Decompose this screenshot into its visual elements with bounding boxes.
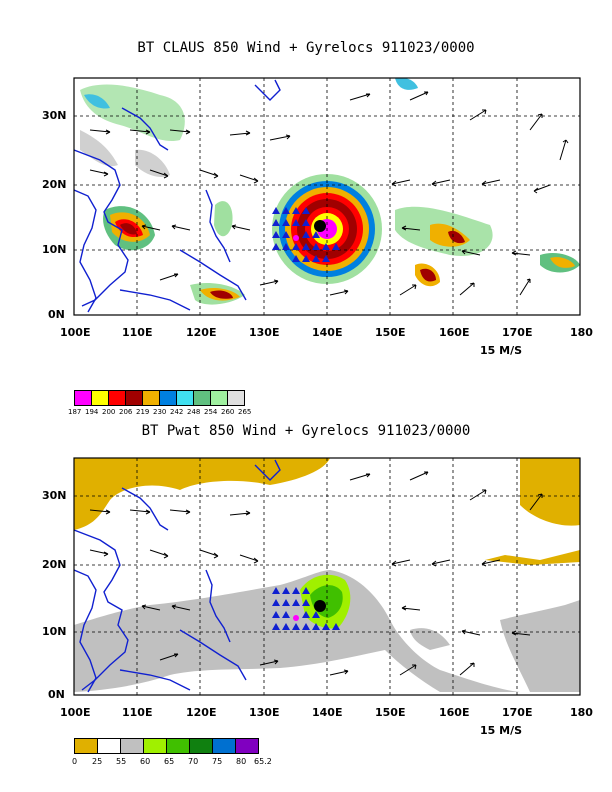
panel1-title: BT CLAUS 850 Wind + Gyrelocs 911023/0000 bbox=[137, 40, 475, 56]
storm-secondary-marker bbox=[293, 235, 299, 241]
colorbar-label: 187 bbox=[68, 408, 82, 416]
lon-label: 150E bbox=[375, 326, 406, 339]
colorbar-label: 265 bbox=[238, 408, 252, 416]
colorbar-label: 194 bbox=[85, 408, 99, 416]
colorbar-label: 65 bbox=[164, 757, 175, 766]
scale-label: 15 M/S bbox=[480, 724, 523, 737]
lat-label: 0N bbox=[48, 688, 65, 701]
lon-label: 160E bbox=[439, 706, 470, 719]
panel2-frame bbox=[73, 457, 581, 696]
colorbar-swatch bbox=[166, 738, 190, 754]
storm-center-marker bbox=[314, 600, 326, 612]
colorbar-label: 219 bbox=[136, 408, 150, 416]
colorbar-swatch bbox=[193, 390, 211, 406]
lon-label: 170E bbox=[502, 326, 533, 339]
colorbar-label: 65.2 bbox=[254, 757, 272, 766]
colorbar-swatch bbox=[74, 738, 98, 754]
lat-label: 10N bbox=[42, 625, 67, 638]
wind-vectors bbox=[89, 471, 543, 676]
lon-label: 120E bbox=[186, 326, 217, 339]
panel1-map bbox=[73, 77, 581, 316]
lon-label: 140E bbox=[312, 326, 343, 339]
lon-label: 110E bbox=[122, 706, 153, 719]
colorbar-swatch bbox=[142, 390, 160, 406]
colorbar-swatch bbox=[120, 738, 144, 754]
coastlines bbox=[73, 459, 281, 693]
cloud-field bbox=[80, 77, 580, 305]
colorbar-label: 55 bbox=[116, 757, 127, 766]
coastlines bbox=[73, 79, 281, 313]
lon-label: 120E bbox=[186, 706, 217, 719]
lat-label: 0N bbox=[48, 308, 65, 321]
colorbar-swatch bbox=[176, 390, 194, 406]
lon-label: 160E bbox=[439, 326, 470, 339]
colorbar-label: 25 bbox=[92, 757, 103, 766]
storm-center-marker bbox=[314, 220, 326, 232]
colorbar-swatch bbox=[210, 390, 228, 406]
colorbar-label: 230 bbox=[153, 408, 167, 416]
lon-label: 100E bbox=[60, 706, 91, 719]
colorbar-label: 260 bbox=[221, 408, 235, 416]
grid-lines bbox=[74, 458, 580, 695]
colorbar-label: 254 bbox=[204, 408, 218, 416]
colorbar-label: 70 bbox=[188, 757, 199, 766]
lat-label: 10N bbox=[42, 243, 67, 256]
lat-label: 30N bbox=[42, 489, 67, 502]
colorbar-label: 206 bbox=[119, 408, 133, 416]
colorbar-swatch bbox=[227, 390, 245, 406]
lon-label: 180 bbox=[570, 706, 593, 719]
lon-label: 170E bbox=[502, 706, 533, 719]
colorbar-label: 200 bbox=[102, 408, 116, 416]
lon-label: 100E bbox=[60, 326, 91, 339]
colorbar-label: 242 bbox=[170, 408, 184, 416]
colorbar-label: 0 bbox=[72, 757, 78, 766]
colorbar-label: 75 bbox=[212, 757, 223, 766]
panel2-title: BT Pwat 850 Wind + Gyrelocs 911023/0000 bbox=[141, 423, 471, 439]
colorbar-swatch bbox=[125, 390, 143, 406]
colorbar-swatch bbox=[189, 738, 213, 754]
panel2-colorbar bbox=[74, 738, 259, 754]
colorbar-swatch bbox=[74, 390, 92, 406]
lon-label: 110E bbox=[122, 326, 153, 339]
lon-label: 150E bbox=[375, 706, 406, 719]
lon-label: 180 bbox=[570, 326, 593, 339]
lon-label: 140E bbox=[312, 706, 343, 719]
colorbar-swatch bbox=[108, 390, 126, 406]
panel1-frame bbox=[73, 77, 581, 316]
storm-secondary-marker bbox=[293, 615, 299, 621]
panel2-map bbox=[73, 457, 581, 696]
colorbar-swatch bbox=[159, 390, 177, 406]
colorbar-label: 60 bbox=[140, 757, 151, 766]
lat-label: 20N bbox=[42, 178, 67, 191]
colorbar-swatch bbox=[97, 738, 121, 754]
lon-label: 130E bbox=[249, 706, 280, 719]
panel1-colorbar bbox=[74, 390, 245, 406]
lat-label: 30N bbox=[42, 109, 67, 122]
wind-vectors bbox=[89, 91, 569, 296]
colorbar-swatch bbox=[91, 390, 109, 406]
lon-label: 130E bbox=[249, 326, 280, 339]
gyre-markers bbox=[272, 207, 340, 262]
scale-label: 15 M/S bbox=[480, 344, 523, 357]
colorbar-swatch bbox=[143, 738, 167, 754]
colorbar-label: 248 bbox=[187, 408, 201, 416]
lat-label: 20N bbox=[42, 558, 67, 571]
colorbar-swatch bbox=[212, 738, 236, 754]
colorbar-swatch bbox=[235, 738, 259, 754]
colorbar-label: 80 bbox=[236, 757, 247, 766]
